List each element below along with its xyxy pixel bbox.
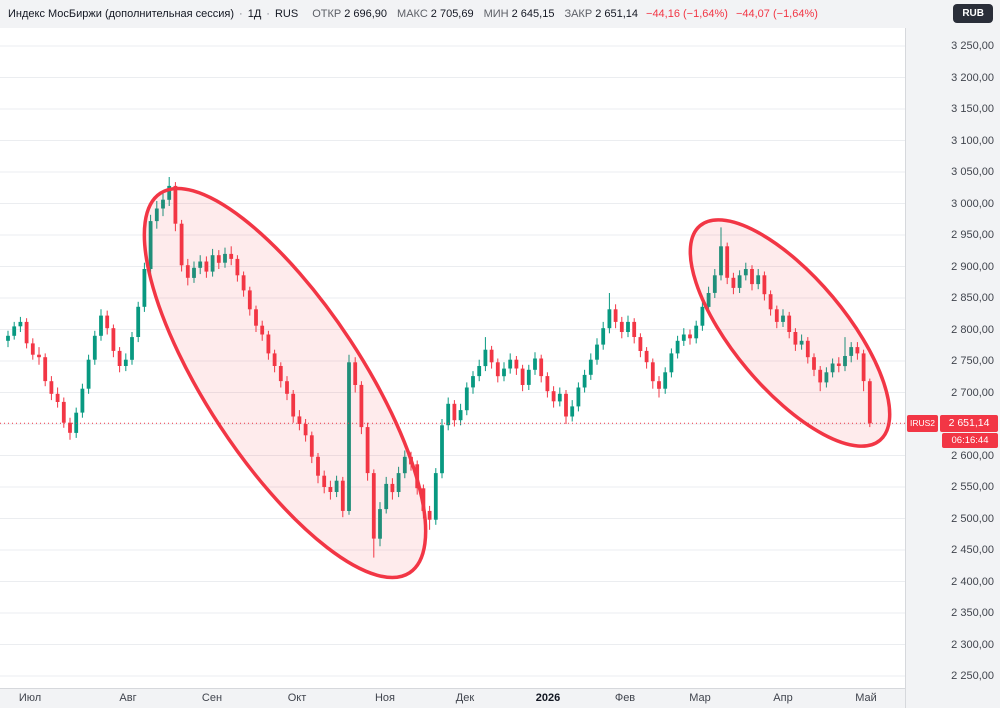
exchange-label: RUS xyxy=(274,8,299,20)
trend-ellipse-2[interactable] xyxy=(657,190,905,476)
trend-ellipse-1[interactable] xyxy=(95,150,475,615)
change-points: −44,16 (−1,64%) xyxy=(646,8,728,20)
y-axis-label: 2 600,00 xyxy=(951,450,994,462)
y-axis-label: 2 850,00 xyxy=(951,292,994,304)
symbol-title[interactable]: Индекс МосБиржи (дополнительная сессия) xyxy=(8,8,235,20)
y-axis-label: 2 350,00 xyxy=(951,607,994,619)
x-axis-label: Сен xyxy=(201,692,223,704)
y-axis-label: 3 050,00 xyxy=(951,166,994,178)
currency-button[interactable]: RUB xyxy=(953,4,993,23)
ohlc-field-0: ОТКР 2 696,90 xyxy=(312,8,388,20)
x-axis-label: Июл xyxy=(18,692,42,704)
ohlc-field-1: МАКС 2 705,69 xyxy=(397,8,474,20)
y-axis-label: 2 300,00 xyxy=(951,639,994,651)
x-axis-label: Май xyxy=(855,692,877,704)
y-axis-label: 3 000,00 xyxy=(951,198,994,210)
y-axis-label: 2 250,00 xyxy=(951,670,994,682)
x-axis-label: Ноя xyxy=(374,692,396,704)
change-session: −44,07 (−1,64%) xyxy=(735,8,818,20)
y-axis-label: 3 250,00 xyxy=(951,40,994,52)
time-axis[interactable]: Июл Авг Сен Окт Ноя Дек 2026 Фев Мар Апр Май xyxy=(0,688,905,708)
separator-dot: · xyxy=(239,8,243,20)
ohlc-field-2: МИН 2 645,15 xyxy=(483,8,555,20)
interval-label[interactable]: 1Д xyxy=(247,8,262,20)
last-price-value: 2 651,14 xyxy=(940,415,998,432)
y-axis-label: 2 550,00 xyxy=(951,481,994,493)
ohlc-field-3: ЗАКР 2 651,14 xyxy=(564,8,639,20)
y-axis-label: 2 750,00 xyxy=(951,355,994,367)
candles-series xyxy=(6,177,872,558)
y-axis-label: 3 150,00 xyxy=(951,103,994,115)
candlestick-chart-canvas[interactable] xyxy=(0,28,905,688)
y-axis-label: 3 200,00 xyxy=(951,72,994,84)
x-axis-label: Фев xyxy=(614,692,636,704)
ohlc-values: ОТКР 2 696,90 МАКС 2 705,69 МИН 2 645,15 ЗАКР 2… xyxy=(312,8,638,20)
x-axis-label: Дек xyxy=(455,692,475,704)
x-axis-label: Апр xyxy=(773,692,793,704)
y-axis-label: 2 900,00 xyxy=(951,261,994,273)
y-axis-label: 2 950,00 xyxy=(951,229,994,241)
price-axis[interactable]: 3 250,00 3 200,00 3 150,00 3 100,00 3 050,00… xyxy=(905,28,1000,708)
x-axis-label: 2026 xyxy=(535,692,561,704)
x-axis-label: Авг xyxy=(119,692,137,704)
x-axis-label: Окт xyxy=(287,692,307,704)
y-axis-label: 2 450,00 xyxy=(951,544,994,556)
ticker-badge: IRUS2 xyxy=(907,415,939,432)
y-axis-label: 2 500,00 xyxy=(951,513,994,525)
y-axis-label: 2 700,00 xyxy=(951,387,994,399)
x-axis-label: Мар xyxy=(689,692,711,704)
chart-legend-bar: Индекс МосБиржи (дополнительная сессия) … xyxy=(0,0,1000,28)
y-axis-label: 2 400,00 xyxy=(951,576,994,588)
bar-countdown: 06:16:44 xyxy=(942,433,998,448)
y-axis-label: 3 100,00 xyxy=(951,135,994,147)
y-axis-label: 2 800,00 xyxy=(951,324,994,336)
separator-dot: · xyxy=(266,8,270,20)
last-price-label: IRUS2 2 651,14 06:16:44 xyxy=(907,415,998,448)
